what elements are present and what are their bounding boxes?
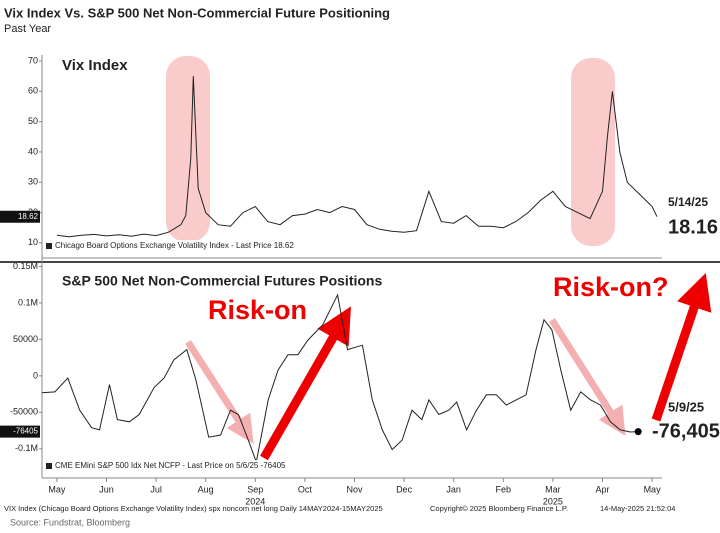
x-tick-label: Mar xyxy=(545,484,561,494)
annotation: 5/9/25 xyxy=(668,399,704,414)
series-line xyxy=(41,293,639,464)
x-tick-label: Dec xyxy=(396,484,413,494)
subtitle: Past Year xyxy=(4,23,51,35)
trend-arrow xyxy=(185,340,254,444)
y-tick-label: 10 xyxy=(28,237,38,247)
y-tick-label: 0.1M xyxy=(18,297,38,307)
y-tick-label: 50 xyxy=(28,116,38,126)
source: Source: Fundstrat, Bloomberg xyxy=(10,517,130,527)
panel-title: Vix Index xyxy=(62,57,128,74)
legend-swatch xyxy=(46,463,52,469)
last-price-label: -76405 xyxy=(13,427,38,436)
legend-label: CME EMini S&P 500 Idx Net NCFP - Last Pr… xyxy=(55,461,286,470)
panel-title: S&P 500 Net Non-Commercial Futures Posit… xyxy=(62,273,382,289)
x-tick-label: Jun xyxy=(99,484,114,494)
footer-text: 14-May-2025 21:52:04 xyxy=(600,504,675,513)
y-tick-label: 30 xyxy=(28,177,38,187)
risk-on-arrow xyxy=(651,272,712,422)
year-label: 2025 xyxy=(543,496,563,506)
x-tick-label: May xyxy=(644,484,662,494)
x-tick-label: Oct xyxy=(298,484,313,494)
trend-arrow xyxy=(549,318,626,436)
last-price-label: 18.62 xyxy=(18,212,39,221)
y-tick-label: 40 xyxy=(28,146,38,156)
year-label: 2024 xyxy=(245,496,265,506)
risk-on-arrow xyxy=(260,306,351,461)
annotation: -76,405 xyxy=(652,420,720,442)
footer-text: Copyright© 2025 Bloomberg Finance L.P. xyxy=(430,504,568,513)
last-price-tag xyxy=(0,425,40,438)
y-tick-label: -50000 xyxy=(10,407,38,417)
legend-swatch xyxy=(46,243,52,249)
x-tick-label: Jul xyxy=(150,484,162,494)
x-tick-label: Nov xyxy=(346,484,363,494)
x-tick-label: Feb xyxy=(496,484,512,494)
highlight xyxy=(166,56,210,242)
x-tick-label: May xyxy=(48,484,66,494)
title: Vix Index Vs. S&P 500 Net Non-Commercial… xyxy=(4,5,390,20)
highlight xyxy=(571,58,615,246)
x-tick-label: Aug xyxy=(198,484,214,494)
annotation: 5/14/25 xyxy=(668,195,708,209)
y-tick-label: 60 xyxy=(28,86,38,96)
legend-bg xyxy=(44,240,334,252)
x-tick-label: Jan xyxy=(446,484,461,494)
annotation: Risk-on? xyxy=(553,272,669,302)
annotation: 18.16 xyxy=(668,216,718,238)
y-tick-label: -0.1M xyxy=(15,443,38,453)
y-tick-label: 0 xyxy=(33,370,38,380)
footer-text: VIX Index (Chicago Board Options Exchang… xyxy=(4,504,383,513)
x-tick-label: Apr xyxy=(595,484,609,494)
y-tick-label: 50000 xyxy=(13,334,38,344)
last-price-tag xyxy=(0,210,40,223)
annotation: Risk-on xyxy=(208,295,307,325)
y-tick-label: 70 xyxy=(28,55,38,65)
series-line xyxy=(56,76,658,238)
last-point xyxy=(634,428,642,436)
y-tick-label: 0.15M xyxy=(13,261,38,271)
legend-bg xyxy=(44,460,334,472)
legend-label: Chicago Board Options Exchange Volatilit… xyxy=(55,241,294,250)
x-tick-label: Sep xyxy=(247,484,263,494)
